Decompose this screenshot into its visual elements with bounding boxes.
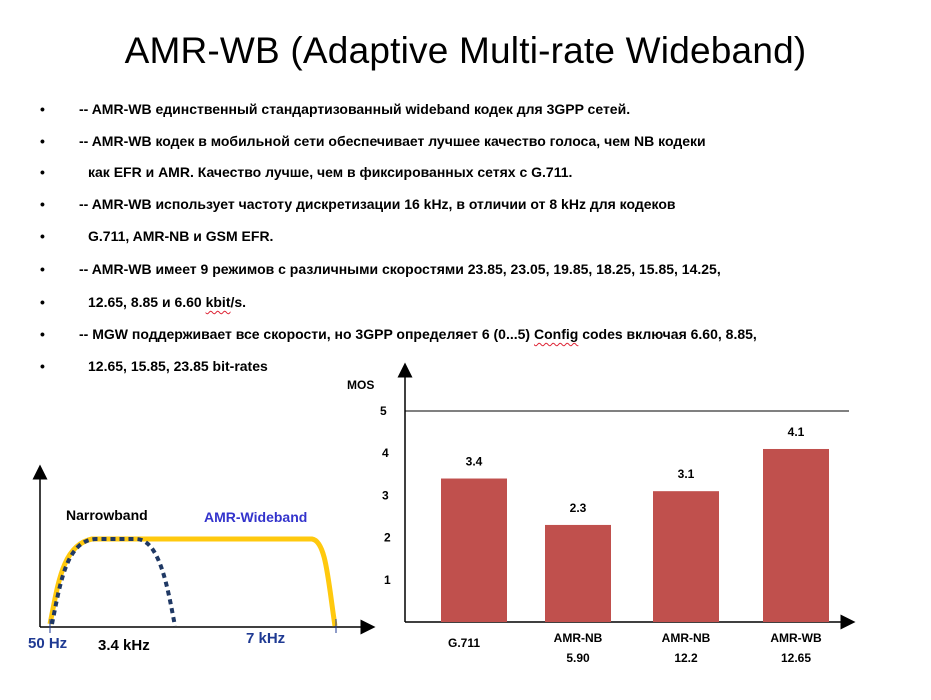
y-tick-label: 5: [380, 404, 387, 418]
y-tick-label: 1: [384, 573, 391, 587]
bullet-text: 12.65, 15.85, 23.85 bit-rates: [88, 358, 268, 374]
bullet-text-part: kbit: [205, 294, 231, 310]
y-tick-label: 2: [384, 531, 391, 545]
freq-label-3-4khz: 3.4 kHz: [98, 637, 150, 654]
bar-data-label: 3.1: [678, 467, 695, 481]
bullet-text: 12.65, 8.85 и 6.60 kbit/s.: [88, 294, 246, 310]
narrowband-curve: [50, 537, 177, 627]
bullet-item: • -- AMR-WB использует частоту дискретиз…: [0, 196, 931, 218]
x-category-label: G.711: [448, 636, 480, 650]
bullet-item: • как EFR и AMR. Качество лучше, чем в ф…: [0, 164, 931, 186]
bullet-item: • -- AMR-WB единственный стандартизованн…: [0, 101, 931, 123]
bullet-text-part: Config: [533, 326, 579, 342]
y-tick-label: 4: [382, 446, 389, 460]
freq-label-50hz: 50 Hz: [28, 635, 67, 652]
bullet-text: -- AMR-WB кодек в мобильной сети обеспеч…: [79, 133, 706, 149]
bar: [653, 491, 719, 622]
bullet-text-part: codes включая 6.60, 8.85,: [578, 326, 757, 342]
bullet-text: -- AMR-WB использует частоту дискретизац…: [79, 196, 676, 212]
bullet-dot: •: [40, 326, 45, 342]
bar-data-label: 3.4: [466, 455, 483, 469]
bullet-item: • -- AMR-WB кодек в мобильной сети обесп…: [0, 133, 931, 155]
bullet-dot: •: [40, 196, 45, 212]
bullet-text: -- MGW поддерживает все скорости, но 3GP…: [79, 326, 757, 342]
bandwidth-diagram: Narrowband AMR-Wideband 50 Hz 3.4 kHz 7 …: [28, 464, 376, 654]
bullet-text-part: -- MGW поддерживает все скорости, но 3GP…: [79, 326, 534, 342]
bullet-dot: •: [40, 358, 45, 374]
bullet-dot: •: [40, 228, 45, 244]
bullet-item: • -- AMR-WB имеет 9 режимов с различными…: [0, 261, 931, 283]
bullet-item: • -- MGW поддерживает все скорости, но 3…: [0, 326, 931, 348]
x-category-sublabel: 12.2: [674, 651, 698, 665]
wideband-curve: [47, 536, 338, 627]
bullet-dot: •: [40, 261, 45, 277]
wideband-label: AMR-Wideband: [204, 509, 307, 525]
bullet-text: -- AMR-WB имеет 9 режимов с различными с…: [79, 261, 721, 277]
bullet-item: • 12.65, 8.85 и 6.60 kbit/s.: [0, 294, 931, 316]
narrowband-label: Narrowband: [66, 507, 148, 523]
bullet-dot: •: [40, 164, 45, 180]
bullet-text-part: /s.: [230, 294, 247, 310]
bar: [441, 478, 507, 622]
slide-title: AMR-WB (Adaptive Multi-rate Wideband): [124, 30, 807, 71]
bullet-dot: •: [40, 101, 45, 117]
y-tick-label: 3: [382, 488, 389, 502]
chart-ylabel: MOS: [347, 378, 374, 392]
bar-data-label: 4.1: [788, 425, 805, 439]
x-category-sublabel: 12.65: [781, 651, 811, 665]
bullet-text: как EFR и AMR. Качество лучше, чем в фик…: [88, 164, 573, 180]
bullet-text: G.711, AMR-NB и GSM EFR.: [88, 228, 274, 244]
bullet-item: • G.711, AMR-NB и GSM EFR.: [0, 228, 931, 250]
bar-data-label: 2.3: [570, 501, 587, 515]
x-category-label: AMR-NB: [662, 631, 711, 645]
bullet-dot: •: [40, 133, 45, 149]
bullet-dot: •: [40, 294, 45, 310]
x-category-label: AMR-WB: [770, 631, 822, 645]
bullet-text: -- AMR-WB единственный стандартизованный…: [79, 101, 631, 117]
x-category-sublabel: 5.90: [566, 651, 590, 665]
bullet-item: • 12.65, 15.85, 23.85 bit-rates: [0, 358, 931, 380]
freq-label-7khz: 7 kHz: [246, 630, 285, 647]
bar: [763, 448, 829, 622]
bullet-text-part: 12.65, 8.85 и 6.60: [88, 294, 206, 310]
x-category-label: AMR-NB: [554, 631, 603, 645]
bar: [545, 524, 611, 622]
mos-bar-chart: MOS 1 2 3 4 5 3.4 G.711 2.3 AMR-NB 5.90 3.1 AMR-NB…: [347, 362, 856, 665]
